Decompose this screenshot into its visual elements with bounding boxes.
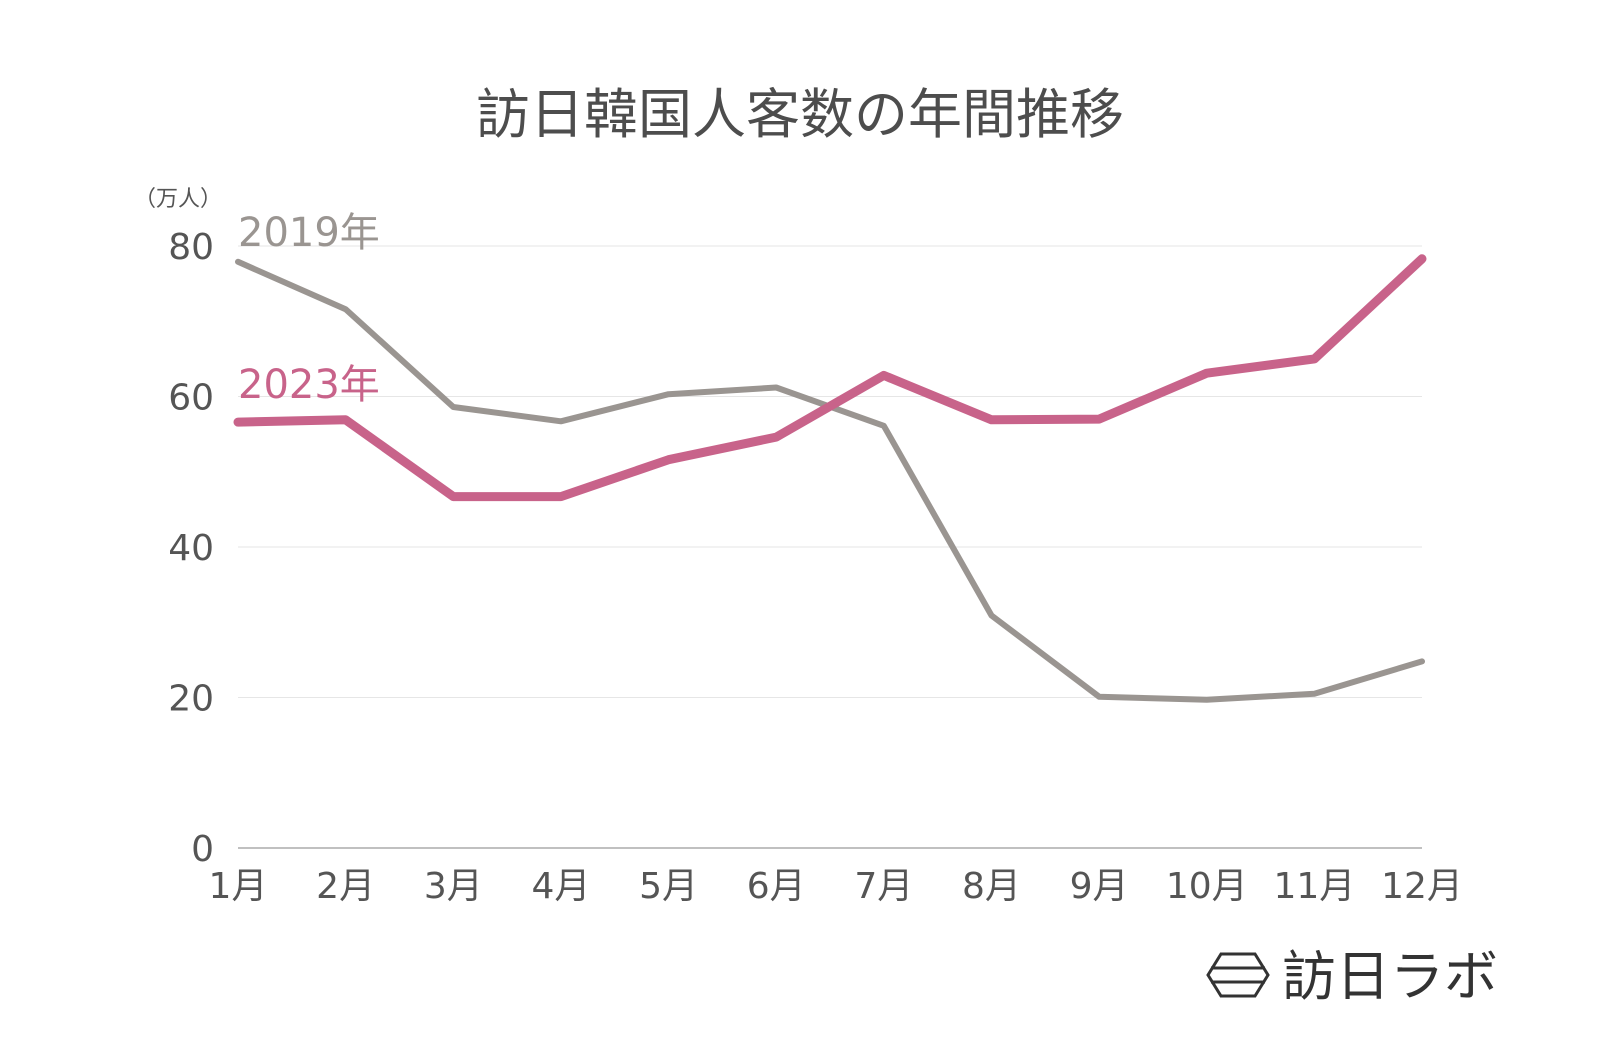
x-axis-ticks: 1月 2月 3月 4月 5月 6月 7月 8月 9月 10月 11月 12月 [209, 866, 1463, 907]
x-tick-label: 6月 [747, 866, 806, 907]
y-tick-label: 40 [168, 528, 214, 569]
y-tick-label: 60 [168, 378, 214, 419]
hexagon-logo-icon [1206, 952, 1270, 998]
series-label-2023: 2023年 [238, 362, 380, 408]
series-line-1 [233, 254, 1427, 502]
x-tick-label: 1月 [209, 866, 268, 907]
chart-title: 訪日韓国人客数の年間推移 [476, 83, 1124, 146]
x-tick-label: 4月 [531, 866, 590, 907]
series-label-2019: 2019年 [238, 210, 380, 256]
y-tick-label: 0 [191, 829, 214, 870]
x-tick-label: 5月 [639, 866, 698, 907]
logo-text: 訪日ラボ [1282, 945, 1498, 1008]
gridlines [238, 245, 1422, 849]
x-tick-label: 8月 [962, 866, 1021, 907]
x-tick-label: 2月 [316, 866, 375, 907]
series-lines [233, 254, 1427, 703]
x-tick-label: 11月 [1273, 866, 1355, 907]
logo: 訪日ラボ [1206, 945, 1498, 1008]
x-tick-label: 7月 [854, 866, 913, 907]
y-tick-label: 80 [168, 227, 214, 268]
x-tick-label: 12月 [1381, 866, 1463, 907]
x-tick-label: 9月 [1070, 866, 1129, 907]
series-line-0 [235, 258, 1425, 703]
x-tick-label: 10月 [1166, 866, 1248, 907]
x-tick-label: 3月 [424, 866, 483, 907]
y-axis-unit: （万人） [134, 187, 222, 212]
y-tick-label: 20 [168, 679, 214, 720]
y-axis-ticks: 0 20 40 60 80 [168, 227, 214, 870]
